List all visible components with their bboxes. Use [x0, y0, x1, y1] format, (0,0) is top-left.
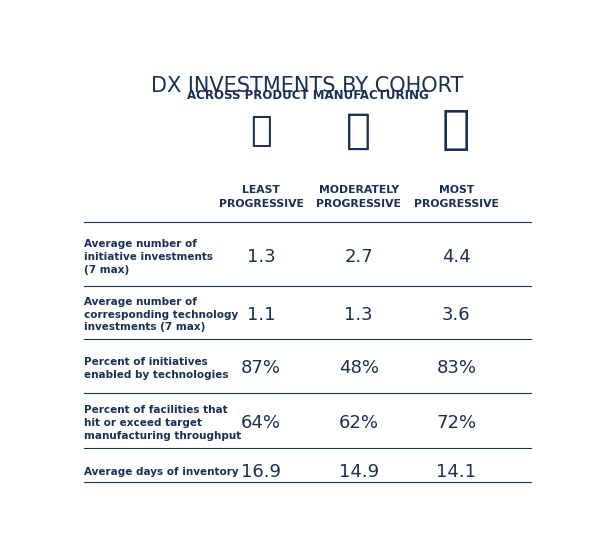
Text: LEAST
PROGRESSIVE: LEAST PROGRESSIVE [218, 185, 304, 209]
Text: 14.9: 14.9 [338, 463, 379, 481]
Text: Percent of initiatives
enabled by technologies: Percent of initiatives enabled by techno… [84, 357, 229, 379]
Text: 🚶: 🚶 [250, 114, 272, 147]
Text: 3.6: 3.6 [442, 306, 470, 324]
Text: 1.1: 1.1 [247, 306, 275, 324]
Text: 48%: 48% [338, 359, 379, 377]
Text: Percent of facilities that
hit or exceed target
manufacturing throughput: Percent of facilities that hit or exceed… [84, 405, 242, 441]
Text: 14.1: 14.1 [436, 463, 476, 481]
Text: 87%: 87% [241, 359, 281, 377]
Text: 2.7: 2.7 [344, 248, 373, 266]
Text: 🏃: 🏃 [346, 110, 371, 152]
Text: 1.3: 1.3 [247, 248, 275, 266]
Text: 62%: 62% [338, 414, 379, 432]
Text: Average number of
corresponding technology
investments (7 max): Average number of corresponding technolo… [84, 297, 239, 333]
Text: 1.3: 1.3 [344, 306, 373, 324]
Text: Average number of
initiative investments
(7 max): Average number of initiative investments… [84, 239, 214, 275]
Text: 🏃: 🏃 [442, 108, 470, 153]
Text: MODERATELY
PROGRESSIVE: MODERATELY PROGRESSIVE [316, 185, 401, 209]
Text: 64%: 64% [241, 414, 281, 432]
Text: 72%: 72% [436, 414, 476, 432]
Text: Average days of inventory: Average days of inventory [84, 467, 239, 477]
Text: MOST
PROGRESSIVE: MOST PROGRESSIVE [414, 185, 499, 209]
Text: ACROSS PRODUCT MANUFACTURING: ACROSS PRODUCT MANUFACTURING [187, 88, 428, 102]
Text: 4.4: 4.4 [442, 248, 470, 266]
Text: 83%: 83% [436, 359, 476, 377]
Text: DX INVESTMENTS BY COHORT: DX INVESTMENTS BY COHORT [151, 76, 464, 96]
Text: 16.9: 16.9 [241, 463, 281, 481]
